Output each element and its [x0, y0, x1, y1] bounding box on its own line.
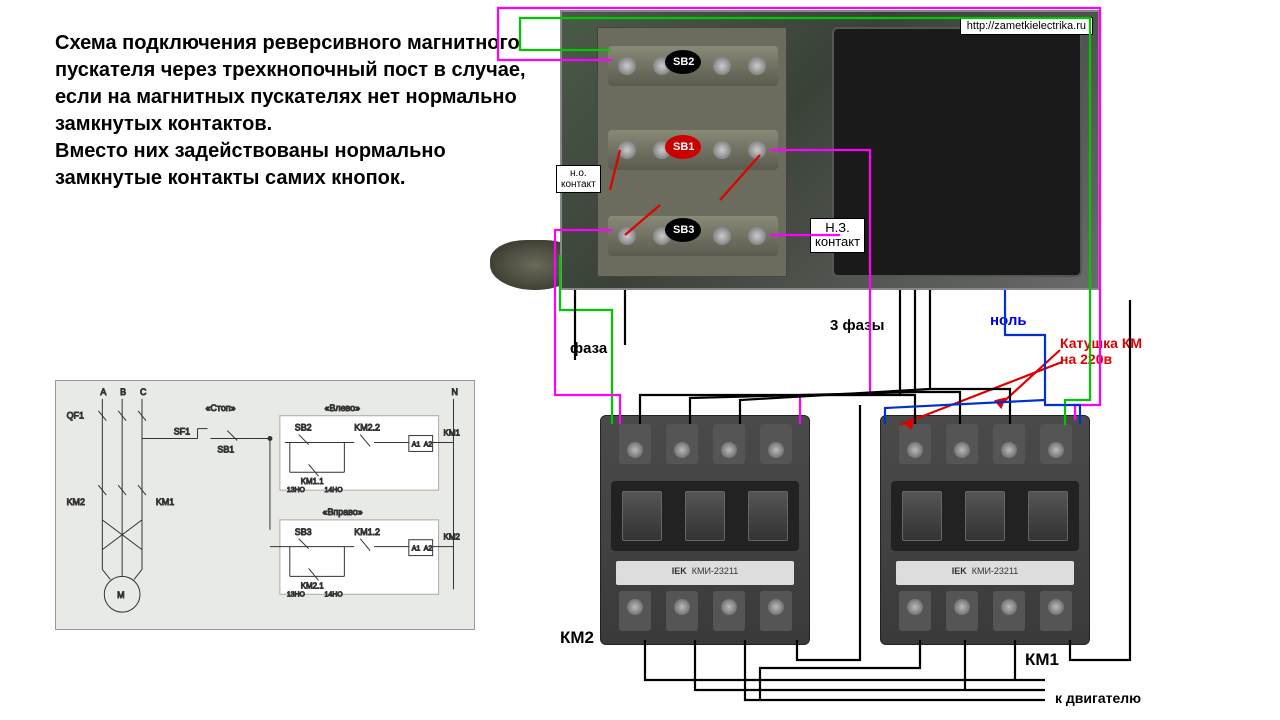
sch-14no-1: 14НО: [325, 487, 344, 494]
main-description: Схема подключения реверсивного магнитног…: [55, 30, 535, 192]
sch-title-left: «Влево»: [325, 403, 361, 413]
sch-sb3: SB3: [295, 527, 312, 537]
sch-14no-2: 14НО: [325, 591, 344, 598]
sb2-label: SB2: [665, 50, 701, 74]
sch-C: C: [140, 387, 147, 397]
label-3phase: 3 фазы: [830, 317, 884, 334]
sb3-label: SB3: [665, 218, 701, 242]
schematic-diagram: A B C N QF1 KM2 KM1 M: [55, 380, 475, 630]
sch-km12: KM1.2: [354, 527, 380, 537]
sch-sb2: SB2: [295, 423, 312, 433]
sch-a2-1: A2: [424, 441, 433, 448]
sch-km22: KM2.2: [354, 423, 380, 433]
svg-text:KM2: KM2: [444, 533, 460, 542]
svg-text:KM1: KM1: [444, 429, 461, 438]
sb1-label: SB1: [665, 135, 701, 159]
contactor-km1: IEK КМИ-23211: [880, 415, 1090, 645]
source-url: http://zametkielectrika.ru: [960, 17, 1093, 35]
sch-a1-2: A1: [412, 546, 421, 553]
enclosure-lid: [832, 27, 1082, 277]
sch-M: M: [117, 590, 124, 600]
label-zero: ноль: [990, 312, 1027, 329]
sch-km2: KM2: [67, 497, 85, 507]
sch-a1-1: A1: [412, 441, 421, 448]
sch-13no-1: 13НО: [287, 487, 306, 494]
label-coil: Катушка КМ на 220в: [1060, 335, 1142, 367]
sch-B: B: [120, 387, 126, 397]
nc-contact-callout: Н.З. контакт: [810, 218, 865, 253]
label-faza: фаза: [570, 340, 607, 357]
km1-label: КМ1: [1025, 650, 1059, 670]
sch-km1: KM1: [156, 497, 174, 507]
sch-a2-2: A2: [424, 546, 433, 553]
contactor-km2: IEK КМИ-23211: [600, 415, 810, 645]
no-contact-callout: н.о. контакт: [556, 165, 601, 193]
km2-label: КМ2: [560, 628, 594, 648]
sch-title-right: «Вправо»: [323, 507, 363, 517]
sch-title-stop: «Стоп»: [205, 403, 235, 413]
sch-A: A: [100, 387, 106, 397]
sch-km21: KM2.1: [301, 581, 324, 590]
sch-km11: KM1.1: [301, 477, 324, 486]
to-motor-label: к двигателю: [1055, 690, 1141, 706]
sch-13no-2: 13НО: [287, 591, 306, 598]
sch-qf1: QF1: [67, 411, 84, 421]
sch-sf1: SF1: [174, 427, 190, 437]
sch-sb1: SB1: [217, 444, 234, 454]
sch-N: N: [451, 387, 457, 397]
